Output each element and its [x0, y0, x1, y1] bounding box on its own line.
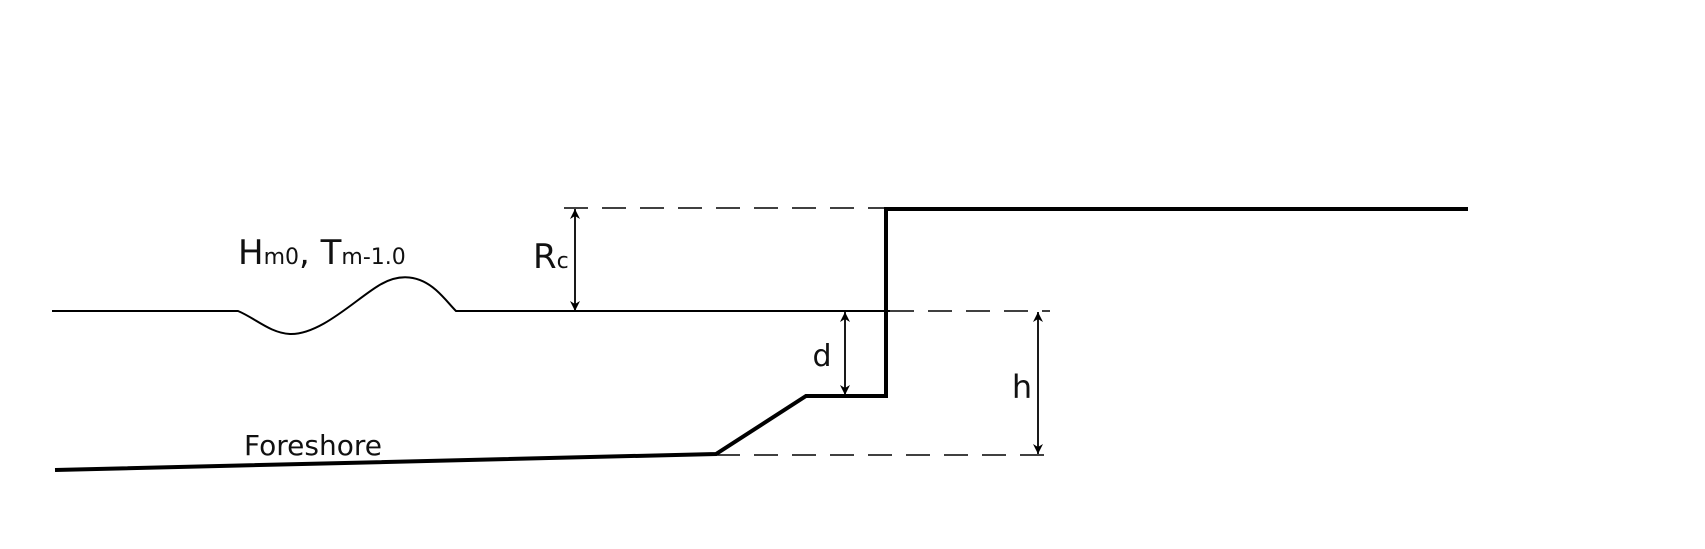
foreshore-label: Foreshore — [244, 429, 382, 462]
structure-profile — [54, 207, 1468, 472]
water-surface-line — [52, 276, 890, 336]
rc-label: Rc — [533, 237, 569, 277]
d-label: d — [812, 339, 831, 374]
wave-parameters-label: Hm0, Tm-1.0 — [238, 233, 406, 273]
h-label: h — [1012, 368, 1032, 406]
